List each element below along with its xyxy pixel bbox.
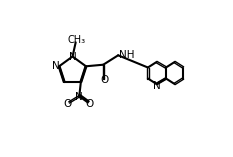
Text: O: O [85,99,94,109]
Text: N: N [52,61,60,71]
Text: O: O [63,99,72,109]
Text: N: N [69,52,77,62]
Text: O: O [101,75,109,85]
Text: NH: NH [120,50,135,60]
Text: N: N [154,81,161,91]
Text: N: N [75,92,83,102]
Text: CH₃: CH₃ [67,35,86,45]
